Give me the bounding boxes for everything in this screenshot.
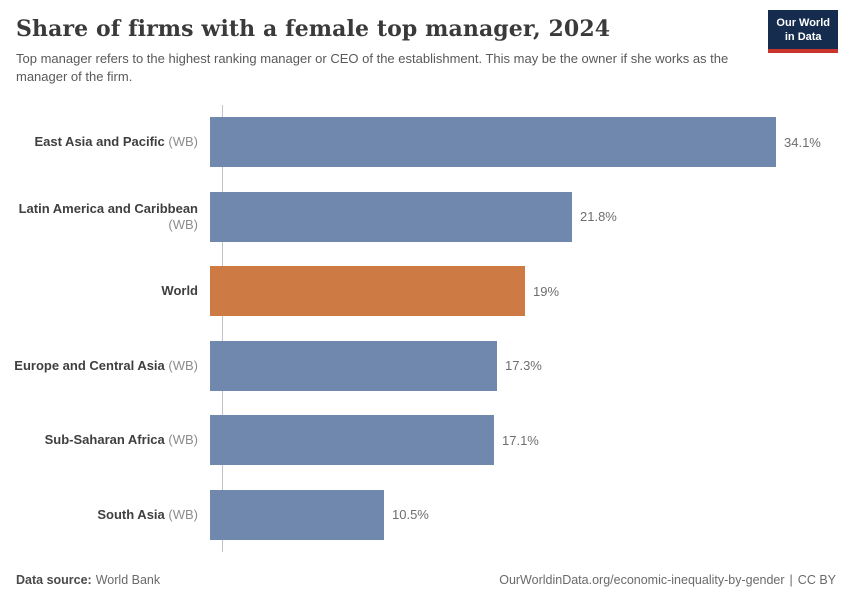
value-label: 34.1%	[784, 134, 821, 150]
category-qualifier: (WB)	[164, 506, 198, 522]
bar-south-asia[interactable]	[210, 489, 384, 540]
license-link[interactable]: CC BY	[797, 573, 836, 587]
category-label: Latin America and Caribbean (WB)	[0, 201, 210, 234]
value-label: 19%	[533, 283, 560, 299]
category-name: Europe and Central Asia	[14, 357, 165, 373]
table-row: South Asia (WB) 10.5%	[0, 478, 850, 553]
chart-header: Share of firms with a female top manager…	[16, 10, 838, 87]
table-row: World 19%	[0, 254, 850, 329]
value-label: 17.1%	[502, 432, 539, 448]
table-row: East Asia and Pacific (WB) 34.1%	[0, 105, 850, 180]
value-label: 17.3%	[505, 358, 542, 374]
owid-url-link[interactable]: OurWorldinData.org/economic-inequality-b…	[499, 573, 785, 587]
bar-east-asia-and-pacific[interactable]	[210, 117, 776, 168]
data-source-note: Data source: World Bank	[16, 573, 160, 587]
value-label: 21.8%	[580, 209, 617, 225]
category-label: Europe and Central Asia (WB)	[0, 358, 210, 374]
owid-logo[interactable]: Our World in Data	[768, 10, 838, 53]
bar-europe-and-central-asia[interactable]	[210, 340, 497, 391]
category-qualifier: (WB)	[164, 134, 198, 150]
data-source-label: Data source:	[16, 573, 92, 587]
data-source-value: World Bank	[95, 573, 161, 587]
category-qualifier: (WB)	[164, 357, 198, 373]
category-label: World	[0, 283, 210, 299]
chart-subtitle: Top manager refers to the highest rankin…	[16, 51, 729, 85]
bar-sub-saharan-africa[interactable]	[210, 415, 494, 466]
category-label: South Asia (WB)	[0, 507, 210, 523]
category-name: East Asia and Pacific	[34, 134, 165, 150]
category-name: Sub-Saharan Africa	[44, 432, 165, 448]
y-axis-line	[222, 105, 223, 552]
owid-logo-line2: in Data	[784, 31, 822, 44]
bar-latin-america-and-caribbean[interactable]	[210, 191, 572, 242]
attribution-note: OurWorldinData.org/economic-inequality-b…	[499, 573, 836, 587]
category-name: South Asia	[97, 506, 165, 522]
bar-chart: East Asia and Pacific (WB) 34.1% Latin Ame…	[0, 105, 850, 552]
category-label: East Asia and Pacific (WB)	[0, 134, 210, 150]
category-qualifier: (WB)	[168, 216, 198, 232]
category-name: World	[161, 283, 198, 299]
footer-separator: |	[789, 573, 793, 587]
category-qualifier: (WB)	[164, 432, 198, 448]
owid-logo-line1: Our World	[776, 17, 830, 29]
table-row: Sub-Saharan Africa (WB) 17.1%	[0, 403, 850, 478]
chart-footer: Data source: World Bank OurWorldinData.or…	[16, 573, 836, 587]
chart-title: Share of firms with a female top manager…	[16, 16, 611, 42]
bar-world[interactable]	[210, 266, 525, 317]
table-row: Europe and Central Asia (WB) 17.3%	[0, 329, 850, 404]
table-row: Latin America and Caribbean (WB) 21.8%	[0, 180, 850, 255]
category-label: Sub-Saharan Africa (WB)	[0, 432, 210, 448]
category-name: Latin America and Caribbean	[18, 200, 198, 216]
value-label: 10.5%	[392, 507, 429, 523]
